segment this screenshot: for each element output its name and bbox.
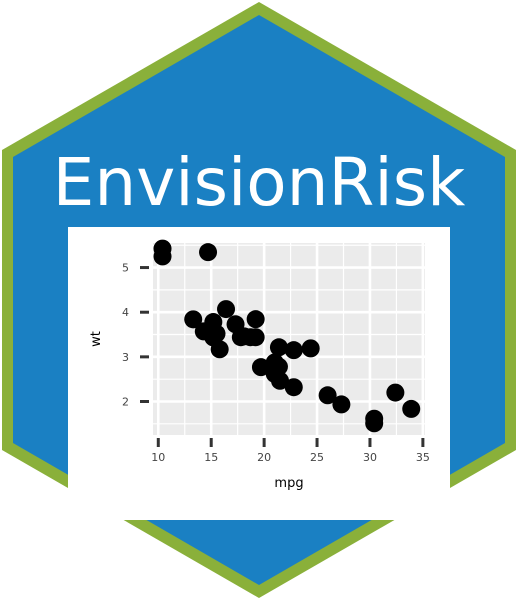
data-point [226, 315, 245, 334]
x-axis-title: mpg [274, 476, 303, 491]
x-tick-label: 25 [310, 451, 324, 464]
axis-ticks [140, 266, 425, 447]
data-point [386, 383, 405, 402]
data-point [284, 378, 303, 397]
data-point [210, 340, 229, 359]
plot-card: 10 15 20 25 30 35 2 3 4 5 mpg wt [68, 227, 450, 520]
data-point [269, 357, 288, 376]
x-tick-label: 10 [151, 451, 165, 464]
badge-title: EnvisionRisk [52, 144, 466, 221]
data-point [217, 300, 236, 319]
x-tick-label: 30 [363, 451, 377, 464]
data-point [251, 358, 270, 377]
x-tick-label: 15 [204, 451, 218, 464]
data-point [402, 399, 421, 418]
data-point [301, 339, 320, 358]
tick-labels: 10 15 20 25 30 35 2 3 4 5 [122, 262, 430, 464]
data-point [199, 243, 218, 262]
y-tick-label: 5 [122, 262, 129, 275]
y-tick-label: 2 [122, 396, 129, 409]
data-point [365, 414, 384, 433]
data-point [202, 322, 221, 341]
data-point [284, 341, 303, 360]
y-axis-title: wt [89, 331, 104, 347]
plot-panel-background [153, 243, 425, 435]
data-point [318, 386, 337, 405]
data-point [269, 338, 288, 357]
x-tick-label: 20 [257, 451, 271, 464]
scatter-chart: 10 15 20 25 30 35 2 3 4 5 mpg wt [89, 239, 430, 491]
data-point [246, 310, 265, 329]
data-point [332, 395, 351, 414]
data-point [246, 328, 265, 347]
data-point [184, 310, 203, 329]
y-tick-label: 4 [122, 306, 129, 319]
data-point [153, 239, 172, 258]
x-tick-label: 35 [416, 451, 430, 464]
y-tick-label: 3 [122, 351, 129, 364]
grid-minor [153, 243, 425, 435]
data-point [271, 371, 290, 390]
data-points [153, 239, 421, 433]
